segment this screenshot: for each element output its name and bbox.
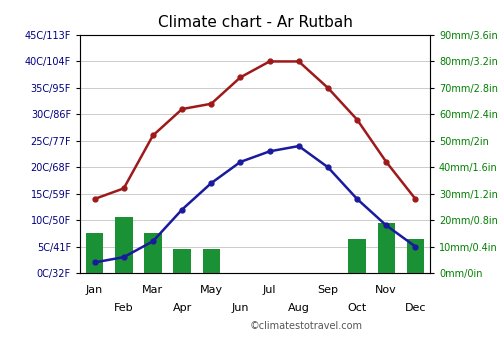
Title: Climate chart - Ar Rutbah: Climate chart - Ar Rutbah xyxy=(158,15,352,30)
Text: May: May xyxy=(200,285,223,295)
Text: Mar: Mar xyxy=(142,285,164,295)
Bar xyxy=(348,239,366,273)
Bar xyxy=(86,233,104,273)
Text: Jun: Jun xyxy=(232,303,249,313)
Text: Oct: Oct xyxy=(348,303,366,313)
Text: Jul: Jul xyxy=(263,285,276,295)
Text: ©climatestotravel.com: ©climatestotravel.com xyxy=(250,321,363,331)
Bar xyxy=(144,233,162,273)
Text: Dec: Dec xyxy=(404,303,426,313)
Bar xyxy=(378,223,395,273)
Text: Sep: Sep xyxy=(318,285,338,295)
Text: Apr: Apr xyxy=(172,303,192,313)
Bar xyxy=(202,249,220,273)
Bar xyxy=(406,239,424,273)
Text: Feb: Feb xyxy=(114,303,134,313)
Text: Nov: Nov xyxy=(376,285,397,295)
Text: Jan: Jan xyxy=(86,285,103,295)
Bar xyxy=(174,249,191,273)
Bar xyxy=(115,217,132,273)
Text: Aug: Aug xyxy=(288,303,310,313)
